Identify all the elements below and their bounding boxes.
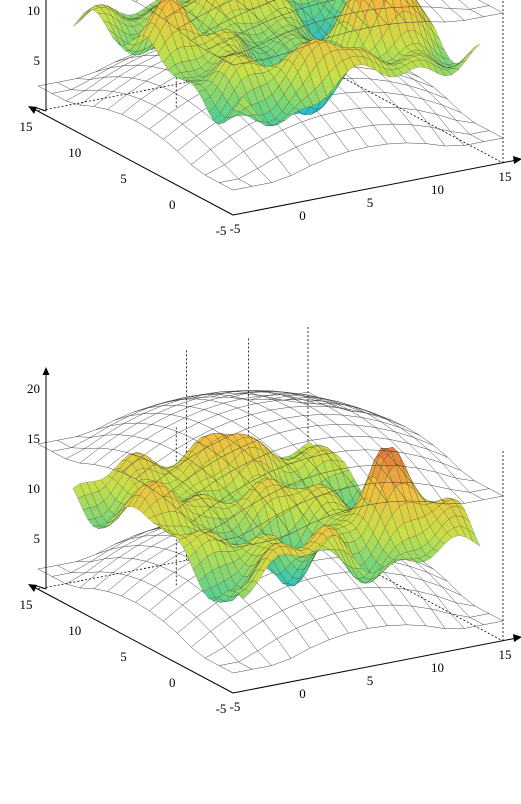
mesh-line <box>205 0 336 51</box>
y-axis-arrow <box>28 106 37 114</box>
y-tick-label: 10 <box>68 623 81 638</box>
y-tick-label: 10 <box>68 145 81 160</box>
z-axis-arrow <box>42 367 50 375</box>
mesh-line <box>232 137 504 191</box>
y-axis <box>31 107 234 216</box>
mesh-line <box>51 392 322 452</box>
mesh-line <box>219 123 490 183</box>
x-axis-arrow <box>513 156 521 164</box>
estimated-surface <box>72 0 480 126</box>
mesh-line <box>204 106 476 176</box>
y-axis-arrow <box>28 584 37 592</box>
y-axis <box>31 585 234 694</box>
x-tick-label: 0 <box>299 686 306 701</box>
mesh-line <box>250 393 446 505</box>
mesh-line <box>236 0 292 52</box>
floor-edge <box>33 106 47 112</box>
floor-edge <box>33 584 47 590</box>
mesh-line <box>37 391 309 445</box>
surface-facet <box>460 51 473 63</box>
mesh-line <box>205 0 272 58</box>
y-tick-label: 0 <box>169 675 176 690</box>
z-tick-label: 5 <box>34 53 41 68</box>
mesh-line <box>219 604 490 666</box>
surface-plot-bottom: 5 10 15 20 -5 0 5 10 15 -5 0 5 10 15 <box>20 327 521 716</box>
x-tick-label: 15 <box>499 647 512 662</box>
y-tick-label: 15 <box>20 119 33 134</box>
mesh-line <box>170 0 253 62</box>
upper-bound-mesh <box>131 0 504 66</box>
surface-facet <box>77 8 90 21</box>
x-tick-label: -5 <box>230 699 241 714</box>
mesh-line <box>177 0 233 30</box>
x-tick-label: 0 <box>299 208 306 223</box>
mesh-line <box>265 0 311 45</box>
x-tick-label: 15 <box>499 169 512 184</box>
z-tick-label: 10 <box>27 481 40 496</box>
mesh-line <box>204 586 476 659</box>
tick-labels: 5 10 15 20 -5 0 5 10 15 -5 0 5 10 15 <box>20 381 512 716</box>
z-tick-label: 15 <box>27 431 40 446</box>
y-tick-label: 5 <box>120 649 127 664</box>
surface-facet <box>467 43 480 55</box>
x-tick-label: 5 <box>367 195 374 210</box>
y-tick-label: -5 <box>216 223 227 238</box>
z-tick-label: 5 <box>34 531 41 546</box>
x-axis-arrow <box>513 634 521 642</box>
surface-facet <box>79 9 92 22</box>
mesh-line <box>291 0 330 38</box>
mesh-line <box>288 395 484 500</box>
x-axis <box>232 637 518 694</box>
x-axis <box>232 159 518 216</box>
mesh-line <box>232 620 504 674</box>
z-tick-label: 20 <box>27 381 40 396</box>
surface-facet <box>179 0 185 3</box>
mesh-line <box>191 0 277 41</box>
surface-facet <box>238 589 251 599</box>
y-tick-label: 15 <box>20 597 33 612</box>
axes <box>28 367 521 694</box>
x-tick-label: 10 <box>431 182 444 197</box>
x-tick-label: 5 <box>367 673 374 688</box>
z-tick-label: 10 <box>27 3 40 18</box>
y-tick-label: 5 <box>120 171 127 186</box>
axes <box>28 0 521 216</box>
surface-facet <box>382 0 387 5</box>
upper-bound-mesh <box>37 390 504 549</box>
surface-facet <box>238 96 251 109</box>
x-tick-label: -5 <box>230 221 241 236</box>
mesh-line <box>37 568 234 674</box>
y-tick-label: 0 <box>169 197 176 212</box>
x-tick-label: 10 <box>431 660 444 675</box>
surface-facet <box>72 14 85 27</box>
mesh-line <box>230 390 427 502</box>
mesh-line <box>307 391 504 497</box>
mesh-line <box>79 390 350 464</box>
estimated-surface <box>72 432 481 603</box>
y-tick-label: -5 <box>216 701 227 716</box>
